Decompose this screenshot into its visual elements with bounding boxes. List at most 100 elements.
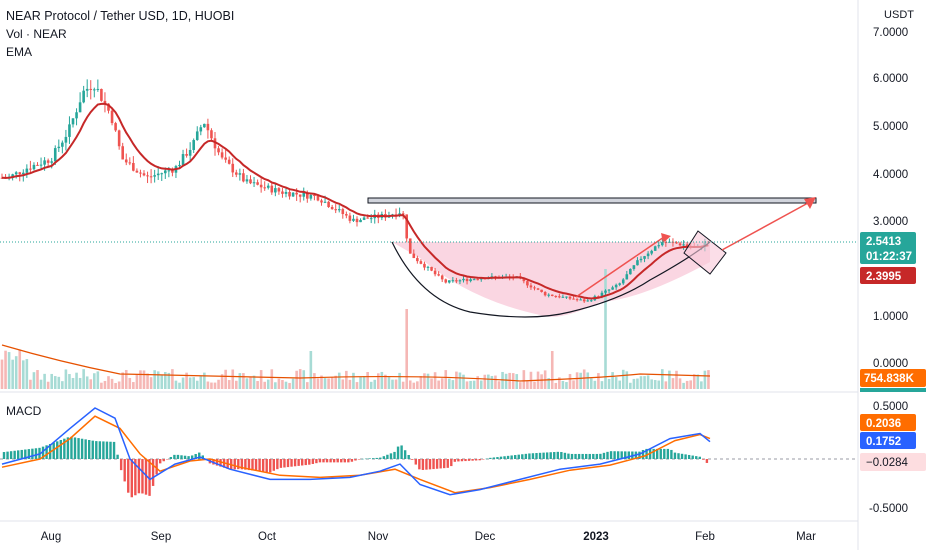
volume-bar [29, 379, 32, 389]
volume-bar [575, 372, 579, 389]
candle-body [625, 274, 629, 280]
histogram-bar [219, 459, 222, 467]
volume-bar [412, 382, 416, 389]
volume-bar [57, 376, 61, 389]
histogram-bar [112, 441, 116, 459]
volume-bar [352, 372, 355, 389]
volume-bar [504, 373, 508, 389]
histogram-bar [499, 456, 503, 459]
volume-bar [707, 370, 710, 389]
histogram-bar [162, 459, 165, 462]
volume-bar [327, 378, 330, 389]
chart-title[interactable]: NEAR Protocol / Tether USD, 1D, HUOBI [6, 9, 235, 23]
histogram-bar [336, 459, 339, 463]
candle-body [590, 300, 593, 302]
histogram-bar [389, 453, 393, 459]
volume-bar [465, 381, 469, 389]
histogram-bar [393, 451, 396, 459]
histogram-bar [553, 452, 556, 459]
candle-body [206, 123, 210, 131]
histogram-bar [137, 459, 141, 494]
volume-bar [22, 360, 25, 389]
histogram-bar [343, 459, 346, 463]
volume-legend[interactable]: Vol · NEAR [6, 27, 67, 41]
histogram-bar [247, 459, 251, 471]
candle-body [536, 288, 540, 290]
histogram-bar [148, 459, 151, 496]
histogram-bar [301, 459, 304, 466]
candle-body [64, 136, 68, 143]
volume-bar [153, 370, 156, 389]
candle-body [291, 192, 295, 197]
volume-bar [235, 380, 238, 389]
volume-bar [270, 369, 274, 389]
candle-body [359, 219, 362, 223]
volume-bar [703, 370, 707, 389]
macd-legend[interactable]: MACD [6, 404, 42, 418]
volume-bar [476, 376, 479, 389]
candle-body [274, 188, 277, 193]
ema-legend[interactable]: EMA [6, 45, 33, 59]
volume-bar [18, 349, 22, 389]
candle-body [284, 191, 288, 194]
candle-body [188, 149, 192, 156]
histogram-bar [265, 459, 268, 473]
histogram-bar [638, 451, 641, 459]
histogram-bar [407, 455, 410, 459]
candle-body [685, 244, 689, 247]
histogram-bar [606, 451, 609, 459]
candle-body [629, 268, 632, 275]
histogram-bar [304, 459, 307, 466]
volume-bar [440, 378, 444, 389]
price-axis-ticks[interactable]: 7.0000 6.0000 5.0000 4.0000 3.0000 1.000… [873, 27, 908, 370]
histogram-bar [666, 448, 670, 459]
histogram-bar [411, 459, 414, 460]
candle-body [277, 188, 281, 192]
price-tick: 4.0000 [873, 169, 908, 181]
candle-body [306, 192, 309, 199]
volume-bar [213, 382, 217, 389]
candle-body [22, 172, 25, 175]
candle-body [636, 260, 639, 266]
histogram-bar [460, 459, 464, 462]
volume-bar [341, 379, 345, 389]
volume-bar [295, 370, 298, 389]
candle-body [472, 279, 476, 281]
histogram-bar [691, 455, 694, 459]
histogram-bar [496, 457, 499, 459]
candle-body [529, 285, 533, 288]
volume-bar [210, 382, 213, 389]
volume-bar [444, 370, 448, 389]
candle-body [334, 209, 337, 211]
cup-curve [391, 241, 711, 318]
histogram-bar [595, 453, 599, 459]
histogram-bar [414, 459, 417, 465]
time-tick: Dec [475, 531, 496, 543]
last-price-badge [860, 232, 916, 264]
volume-bar [188, 377, 192, 389]
histogram-bar [588, 453, 591, 459]
candle-body [440, 275, 444, 280]
histogram-bar [570, 453, 574, 459]
candle-body [302, 192, 306, 197]
time-axis[interactable]: Aug Sep Oct Nov Dec 2023 Feb Mar [41, 531, 816, 543]
volume-bar [586, 372, 590, 389]
target-arrow [721, 202, 809, 251]
candle-body [554, 295, 558, 297]
volume-bar [614, 377, 618, 389]
candle-body [433, 270, 437, 275]
histogram-bar [549, 452, 552, 459]
macd-axis-ticks[interactable]: 0.5000 -0.5000 [869, 401, 908, 515]
histogram-bar [645, 448, 648, 459]
candle-body [181, 154, 185, 165]
histogram-bar [510, 455, 513, 459]
candle-body [263, 187, 266, 189]
candle-body [313, 195, 316, 197]
time-tick: Sep [151, 531, 171, 543]
histogram-bar [45, 445, 48, 459]
volume-bar [394, 379, 398, 389]
histogram-bar [421, 459, 425, 470]
signal-value: 0.2036 [866, 418, 901, 430]
candle-body [117, 130, 121, 147]
